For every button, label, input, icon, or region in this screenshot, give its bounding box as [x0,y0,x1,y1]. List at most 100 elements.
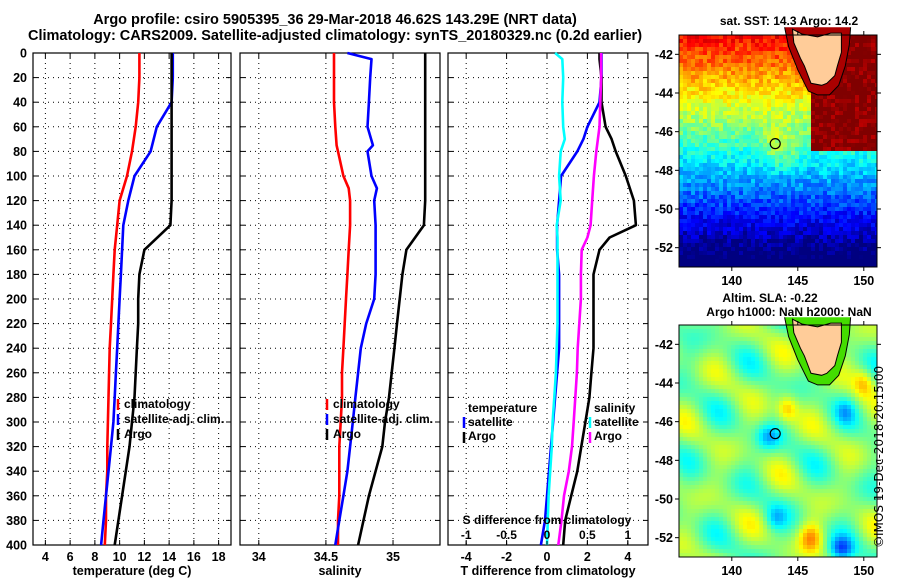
sst-map-heatmap-cell [755,123,759,127]
sst-map-heatmap-cell [747,239,751,243]
sst-map-heatmap-cell [839,199,843,203]
sst-map-heatmap-cell [755,231,759,235]
sla-map-heatmap-cell [803,461,807,465]
sla-map-heatmap-cell [699,453,703,457]
sla-map-heatmap-cell [859,401,863,405]
sst-map-heatmap-cell [867,79,871,83]
sla-map-heatmap-cell [711,353,715,357]
sst-map-heatmap-cell [687,223,691,227]
sst-map-heatmap-cell [707,111,711,115]
sla-map-heatmap-cell [759,417,763,421]
sst-map-heatmap-cell [691,175,695,179]
sst-map-heatmap-cell [715,235,719,239]
sla-map-heatmap-cell [863,377,867,381]
temp-series-satellite-adj-clim- [99,53,175,546]
sst-map-heatmap-cell [807,207,811,211]
sla-map-heatmap-cell [743,401,747,405]
sst-map-heatmap-cell [795,187,799,191]
sst-map-heatmap-cell [707,251,711,255]
sst-map-heatmap-cell [827,175,831,179]
sst-map-heatmap-cell [859,71,863,75]
sla-map-heatmap-cell [727,405,731,409]
sst-map-heatmap-cell [851,147,855,151]
sla-map-heatmap-cell [695,453,699,457]
sla-map-heatmap-cell [875,413,877,417]
sst-map-heatmap-cell [691,79,695,83]
sst-map-heatmap-cell [747,139,751,143]
sst-map-heatmap-cell [847,55,851,59]
sla-map-heatmap-cell [763,385,767,389]
sst-map-heatmap-cell [727,79,731,83]
sla-map-heatmap-cell [707,421,711,425]
sla-map-heatmap-cell [875,429,877,433]
sla-map-heatmap-cell [775,421,779,425]
sst-map-heatmap-cell [759,103,763,107]
sla-map-heatmap-cell [763,417,767,421]
sst-map-heatmap-cell [815,231,819,235]
sla-map-heatmap-cell [819,445,823,449]
sla-map-heatmap-cell [703,441,707,445]
sst-map-heatmap-cell [759,47,763,51]
sst-map-heatmap-cell [747,103,751,107]
sla-map-heatmap-cell [759,461,763,465]
sla-map-heatmap-cell [819,457,823,461]
sla-map-heatmap-cell [699,393,703,397]
sst-map-heatmap-cell [863,95,867,99]
sst-map-heatmap-cell [719,203,723,207]
sst-map-heatmap-cell [867,95,871,99]
sst-map-heatmap-cell [775,39,779,43]
sst-map-heatmap-cell [811,195,815,199]
sst-map-heatmap-cell [723,263,727,267]
sla-map-heatmap-cell [867,369,871,373]
sla-map-heatmap-cell [799,453,803,457]
sla-map-heatmap-cell [755,393,759,397]
sst-map-heatmap-cell [779,191,783,195]
sst-map-heatmap-cell [711,147,715,151]
sst-map-heatmap-cell [843,219,847,223]
sst-map-heatmap-cell [767,75,771,79]
sla-map-heatmap-cell [731,329,735,333]
sla-map-heatmap-cell [819,453,823,457]
sla-map-heatmap-cell [855,377,859,381]
sla-map-heatmap-cell [755,385,759,389]
sla-map-heatmap-cell [855,425,859,429]
sst-map-heatmap-cell [875,191,877,195]
sst-map-heatmap-cell [767,135,771,139]
sla-map-heatmap-cell [719,457,723,461]
sla-map-heatmap-cell [679,421,683,425]
sla-map-heatmap-cell [707,369,711,373]
sst-map-heatmap-cell [687,215,691,219]
sst-map-heatmap-cell [823,123,827,127]
sst-map-heatmap-cell [707,147,711,151]
sst-map-heatmap-cell [867,67,871,71]
sla-map-heatmap-cell [859,445,863,449]
sla-map-heatmap-cell [703,409,707,413]
sst-map-heatmap-cell [703,223,707,227]
sla-map-heatmap-cell [679,333,683,337]
depth-tick-label: 120 [6,194,27,208]
sst-map-heatmap-cell [707,67,711,71]
sst-map-heatmap-cell [715,159,719,163]
sla-map-heatmap-cell [751,425,755,429]
sla-map-heatmap-cell [723,373,727,377]
sst-map-heatmap-cell [767,215,771,219]
sst-map-heatmap-cell [787,87,791,91]
sla-map-heatmap-cell [727,425,731,429]
sst-map-heatmap-cell [699,231,703,235]
sst-map-heatmap-cell [723,111,727,115]
sst-map-heatmap-cell [823,115,827,119]
sst-map-heatmap-cell [823,135,827,139]
sla-map-heatmap-cell [731,453,735,457]
sla-map-heatmap-cell [755,373,759,377]
sst-map-heatmap-cell [851,215,855,219]
sla-map-heatmap-cell [851,373,855,377]
sst-map-heatmap-cell [687,51,691,55]
sla-map-heatmap-cell [863,405,867,409]
sst-map-heatmap-cell [791,243,795,247]
sst-map-heatmap-cell [851,111,855,115]
sst-map-heatmap-cell [747,163,751,167]
sst-map-heatmap-cell [707,43,711,47]
sla-map-heatmap-cell [723,421,727,425]
sla-map-heatmap-cell [795,401,799,405]
sla-map-heatmap-cell [699,425,703,429]
